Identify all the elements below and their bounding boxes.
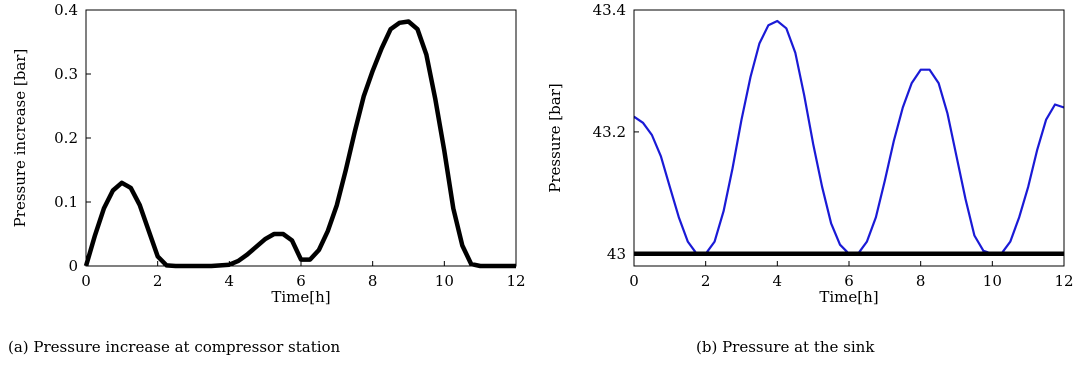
panel-a-y-tick-label: 0	[68, 257, 78, 275]
panel-b-x-tick-label: 12	[1054, 272, 1073, 290]
panel-a-x-tick-label: 0	[81, 272, 91, 290]
panel-a-x-axis-title: Time[h]	[271, 288, 330, 306]
panel-b: 0 2 4 6 8 10 12 43 43.2 43.4 Time[h] Pressure [ba…	[546, 1, 1074, 356]
panel-a-y-tick-label: 0.3	[54, 65, 78, 83]
panel-b-x-tick-label: 0	[629, 272, 639, 290]
panel-b-x-tick-label: 2	[701, 272, 711, 290]
panel-b-y-tick-label: 43.2	[593, 123, 626, 141]
panel-a-series-line-0	[83, 19, 516, 269]
panel-a-y-axis-title: Pressure increase [bar]	[11, 49, 29, 228]
panel-b-x-tick-label: 6	[844, 272, 854, 290]
panel-b-y-tick-label: 43	[607, 245, 626, 263]
panel-a-x-tick-label: 6	[296, 272, 306, 290]
panel-a-x-tick-label: 8	[368, 272, 378, 290]
panel-b-plot-frame	[633, 9, 1065, 267]
panel-a-y-tick-label: 0.2	[54, 129, 78, 147]
panel-b-series	[633, 19, 1065, 257]
panel-a-x-tick-label: 12	[506, 272, 525, 290]
panel-a-y-tick-label: 0.1	[54, 193, 78, 211]
panel-b-x-tick-label: 10	[983, 272, 1002, 290]
panel-b-ticks: 0 2 4 6 8 10 12 43 43.2 43.4	[593, 1, 1074, 290]
panel-a-caption: (a) Pressure increase at compressor stat…	[8, 338, 341, 356]
panel-a-series	[83, 19, 516, 269]
panel-b-caption: (b) Pressure at the sink	[696, 338, 875, 356]
panel-b-x-tick-label: 8	[916, 272, 926, 290]
panel-a-ticks: 0 2 4 6 8 10 12 0 0.1 0.2 0.3 0.4	[54, 1, 525, 290]
panel-a-y-tick-label: 0.4	[54, 1, 78, 19]
panel-b-x-tick-label: 4	[773, 272, 783, 290]
panel-a-x-tick-label: 4	[225, 272, 235, 290]
panel-b-series-line-0	[633, 19, 1065, 255]
panel-b-y-tick-label: 43.4	[593, 1, 626, 19]
panel-b-y-axis-title: Pressure [bar]	[546, 83, 564, 192]
panel-a: 0 2 4 6 8 10 12 0 0.1 0.2 0.3 0.4 Time[h] Pressure …	[8, 1, 526, 356]
panel-a-x-tick-label: 10	[435, 272, 454, 290]
panel-a-plot-frame	[85, 9, 517, 267]
panel-a-x-tick-label: 2	[153, 272, 163, 290]
panel-b-x-axis-title: Time[h]	[819, 288, 878, 306]
